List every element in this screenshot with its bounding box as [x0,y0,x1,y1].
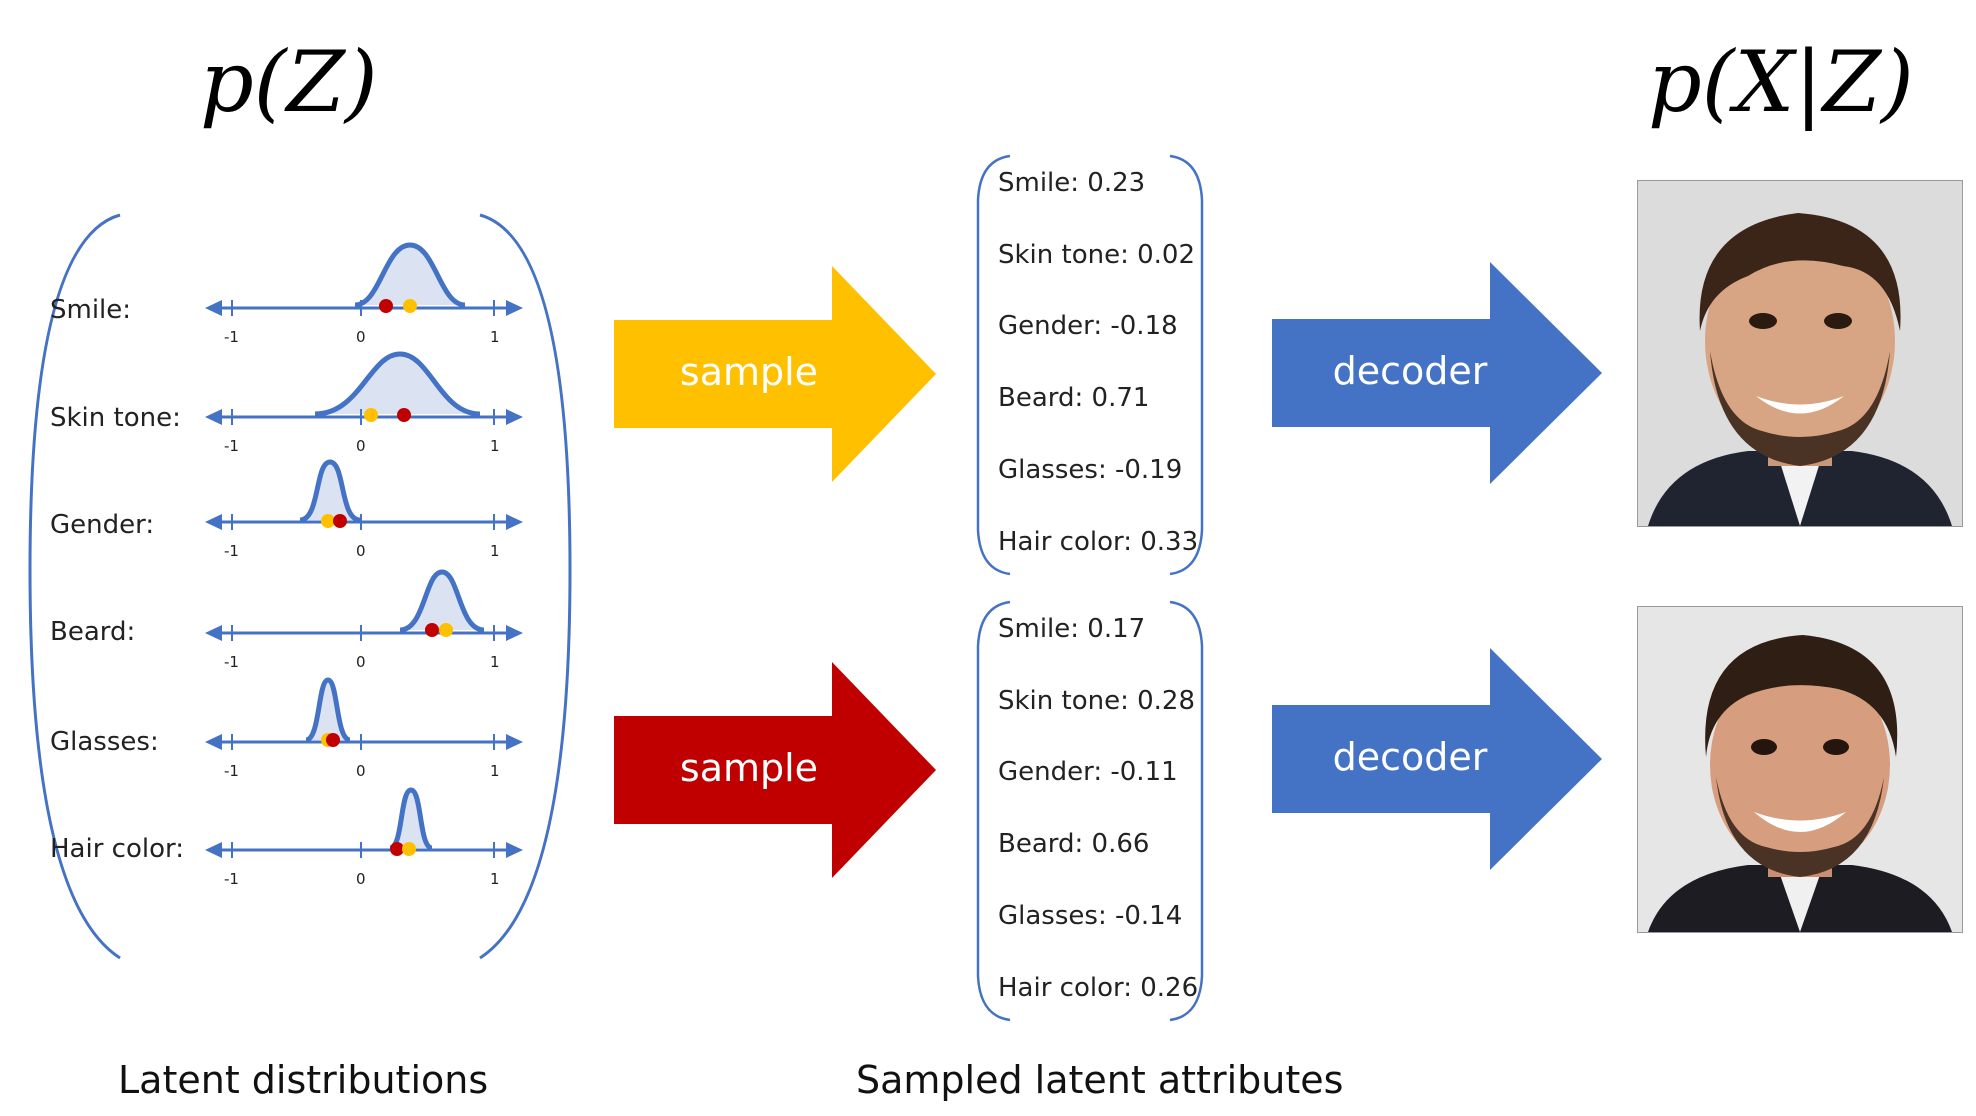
sample-bottom-smile: Smile: 0.17 [998,614,1146,644]
distribution-label-gender: Gender: [50,510,155,540]
tick-label: 1 [490,437,500,455]
distribution-gender: -1 0 1 [205,459,523,560]
generated-face-image-bottom [1637,606,1963,933]
decoder-arrow-top: decoder [1272,262,1602,484]
sample-arrow-red: sample [614,662,936,878]
tick-label: 0 [356,870,366,888]
tick-label: 0 [356,542,366,560]
smile-red-sample-dot [379,299,393,313]
beard-bell-fill [400,572,484,630]
smile-bell-fill [355,245,465,305]
tick-label: -1 [224,542,239,560]
tick-label: 1 [490,542,500,560]
generated-face-image-top [1637,180,1963,527]
tick-label: 0 [356,437,366,455]
sample-label: sample [680,746,818,790]
tick-label: -1 [224,762,239,780]
sample-top-smile: Smile: 0.23 [998,168,1146,198]
beard-yellow-sample-dot [439,623,453,637]
distribution-smile: -1 0 1 [205,242,523,346]
skin-tone-bell-fill [315,354,480,414]
sample-top-skin-tone: Skin tone: 0.02 [998,240,1196,270]
likelihood-title: p(X|Z) [1648,33,1914,131]
sample-top-glasses: Glasses: -0.19 [998,455,1183,485]
tick-label: 0 [356,653,366,671]
distribution-label-beard: Beard: [50,617,136,647]
distribution-beard: -1 0 1 [205,569,523,671]
tick-label: 1 [490,870,500,888]
tick-label: 0 [356,328,366,346]
gender-bell-curve [299,459,361,523]
latent-distributions-panel: -1 0 1 -1 0 1 -1 0 1 [28,213,572,960]
tick-label: 1 [490,653,500,671]
sample-bottom-skin-tone: Skin tone: 0.28 [998,686,1196,716]
sample-label: sample [680,350,818,394]
tick-label: -1 [224,870,239,888]
skin-tone-yellow-sample-dot [364,408,378,422]
decoder-label: decoder [1333,349,1488,393]
tick-label: 1 [490,762,500,780]
tick-label: 1 [490,328,500,346]
sample-top-beard: Beard: 0.71 [998,383,1150,413]
distribution-label-glasses: Glasses: [50,727,159,757]
hair-color-bell-curve [388,787,434,851]
glasses-red-sample-dot [326,733,340,747]
sample-bottom-glasses: Glasses: -0.14 [998,901,1183,931]
gender-red-sample-dot [333,514,347,528]
skin-tone-bell-curve [314,351,481,417]
beard-bell-curve [399,569,485,633]
sample-top-hair-color: Hair color: 0.33 [998,527,1199,557]
prior-title: p(Z) [200,33,378,131]
decoder-arrow-bottom: decoder [1272,648,1602,870]
glasses-bell-curve [305,677,351,743]
sample-bottom-hair-color: Hair color: 0.26 [998,973,1199,1003]
tick-label: -1 [224,437,239,455]
caption-latent-distributions: Latent distributions [118,1058,489,1102]
tick-label: -1 [224,653,239,671]
left-paren [28,213,121,960]
sample-brackets [976,154,1204,1022]
sample-arrow-yellow: sample [614,266,936,482]
sample-top-gender: Gender: -0.18 [998,311,1178,341]
distribution-label-smile: Smile: [50,295,132,325]
distribution-label-skin-tone: Skin tone: [50,403,181,433]
decoder-label: decoder [1333,735,1488,779]
smile-yellow-sample-dot [403,299,417,313]
distribution-skin-tone: -1 0 1 [205,351,523,455]
gender-yellow-sample-dot [321,514,335,528]
smile-bell-curve [354,242,466,308]
hair-color-red-sample-dot [390,842,404,856]
distribution-glasses: -1 0 1 [205,677,523,780]
sample-bottom-gender: Gender: -0.11 [998,757,1178,787]
distribution-hair-color: -1 0 1 [205,787,523,888]
distribution-label-hair-color: Hair color: [50,834,184,864]
hair-color-yellow-sample-dot [402,842,416,856]
skin-tone-red-sample-dot [397,408,411,422]
tick-label: -1 [224,328,239,346]
sample-bottom-beard: Beard: 0.66 [998,829,1150,859]
tick-label: 0 [356,762,366,780]
beard-red-sample-dot [425,623,439,637]
right-paren [479,213,572,960]
caption-sampled-latent-attributes: Sampled latent attributes [856,1058,1344,1102]
